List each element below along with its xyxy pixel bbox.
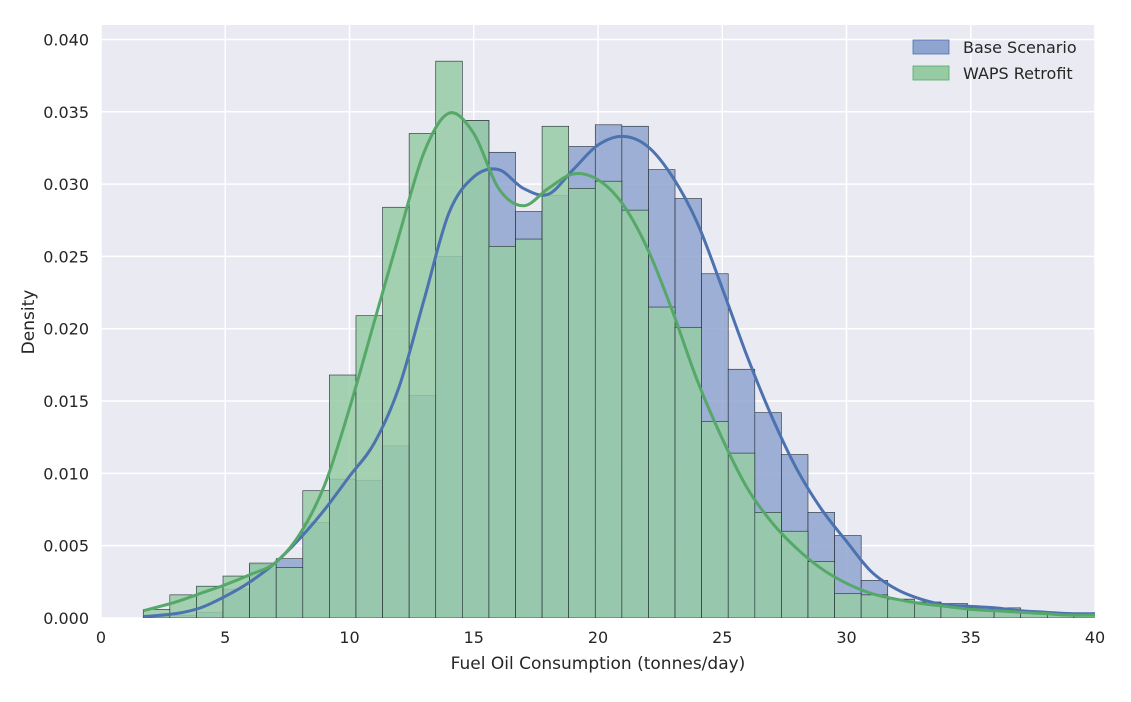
bar-waps-retrofit bbox=[860, 594, 889, 618]
x-tick-label: 35 bbox=[961, 628, 981, 647]
y-tick-label: 0.020 bbox=[43, 320, 89, 339]
bar-waps-retrofit bbox=[541, 125, 569, 618]
bar-waps-retrofit bbox=[275, 567, 304, 618]
x-tick-label: 0 bbox=[96, 628, 106, 647]
bar-waps-retrofit bbox=[834, 593, 862, 618]
x-tick-label: 10 bbox=[339, 628, 359, 647]
bar-waps-retrofit bbox=[435, 60, 463, 618]
legend-label-waps-retrofit: WAPS Retrofit bbox=[963, 64, 1073, 83]
kde-line-base-scenario bbox=[143, 134, 1095, 618]
legend-swatch-waps-retrofit bbox=[912, 65, 950, 81]
bar-waps-retrofit bbox=[807, 561, 835, 618]
y-tick-label: 0.005 bbox=[43, 537, 89, 556]
bar-waps-retrofit bbox=[462, 120, 490, 618]
kde-line-waps-retrofit bbox=[142, 111, 1095, 617]
x-tick-label: 5 bbox=[220, 628, 230, 647]
bar-waps-retrofit bbox=[355, 315, 383, 618]
y-tick-label: 0.010 bbox=[43, 464, 89, 483]
bar-waps-retrofit bbox=[648, 306, 676, 618]
y-tick-label: 0.000 bbox=[43, 609, 89, 628]
bar-waps-retrofit bbox=[408, 133, 437, 618]
bar-waps-retrofit bbox=[515, 238, 543, 618]
x-tick-labels: 0 5 10 15 20 25 30 35 40 bbox=[96, 628, 1105, 647]
x-axis-label: Fuel Oil Consumption (tonnes/day) bbox=[451, 654, 746, 674]
kde-curves bbox=[142, 111, 1095, 618]
bar-waps-retrofit bbox=[382, 206, 410, 618]
bar-waps-retrofit bbox=[781, 530, 809, 618]
y-tick-label: 0.035 bbox=[43, 103, 89, 122]
x-tick-label: 15 bbox=[464, 628, 484, 647]
y-tick-label: 0.040 bbox=[43, 30, 89, 49]
x-tick-label: 40 bbox=[1085, 628, 1105, 647]
y-tick-label: 0.030 bbox=[43, 175, 89, 194]
bar-waps-retrofit bbox=[674, 326, 702, 618]
y-tick-label: 0.015 bbox=[43, 392, 89, 411]
legend: Base Scenario WAPS Retrofit bbox=[912, 38, 1077, 83]
x-tick-label: 20 bbox=[588, 628, 608, 647]
y-axis-label: Density bbox=[19, 290, 39, 355]
bar-waps-retrofit bbox=[594, 180, 623, 618]
x-tick-label: 30 bbox=[836, 628, 856, 647]
bar-waps-retrofit bbox=[701, 420, 729, 618]
legend-label-base-scenario: Base Scenario bbox=[963, 38, 1077, 57]
bar-waps-retrofit bbox=[568, 188, 596, 618]
x-tick-label: 25 bbox=[712, 628, 732, 647]
bar-waps-retrofit bbox=[488, 245, 516, 618]
bar-waps-retrofit bbox=[621, 209, 649, 618]
y-tick-label: 0.025 bbox=[43, 247, 89, 266]
bar-waps-retrofit bbox=[302, 490, 330, 618]
legend-swatch-base-scenario bbox=[912, 39, 950, 55]
y-tick-labels: 0.000 0.005 0.010 0.015 0.020 0.025 0.030 0.035… bbox=[43, 30, 89, 628]
